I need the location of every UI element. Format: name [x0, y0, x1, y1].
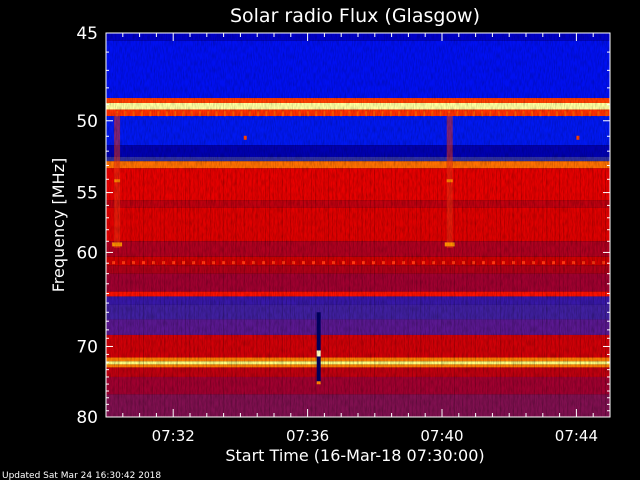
y-tick-label: 45 — [76, 24, 98, 44]
x-tick-label: 07:32 — [152, 427, 195, 445]
noise-overlay — [106, 33, 610, 417]
x-tick-label: 07:44 — [555, 427, 598, 445]
x-tick-label: 07:36 — [286, 427, 329, 445]
x-axis-label: Start Time (16-Mar-18 07:30:00) — [225, 446, 484, 465]
y-axis: 45 50 55 60 70 80 — [76, 24, 610, 428]
chart-title: Solar radio Flux (Glasgow) — [230, 5, 480, 27]
y-tick-label: 50 — [76, 112, 98, 132]
x-tick-label: 07:40 — [420, 427, 463, 445]
updated-timestamp: Updated Sat Mar 24 16:30:42 2018 — [2, 471, 161, 480]
y-tick-label: 60 — [76, 243, 98, 263]
y-tick-label: 55 — [76, 184, 98, 204]
y-tick-label: 70 — [76, 337, 98, 357]
x-axis: 07:32 07:36 07:40 07:44 — [105, 33, 611, 445]
y-tick-label: 80 — [76, 408, 98, 428]
y-axis-label: Frequency [MHz] — [49, 158, 68, 292]
